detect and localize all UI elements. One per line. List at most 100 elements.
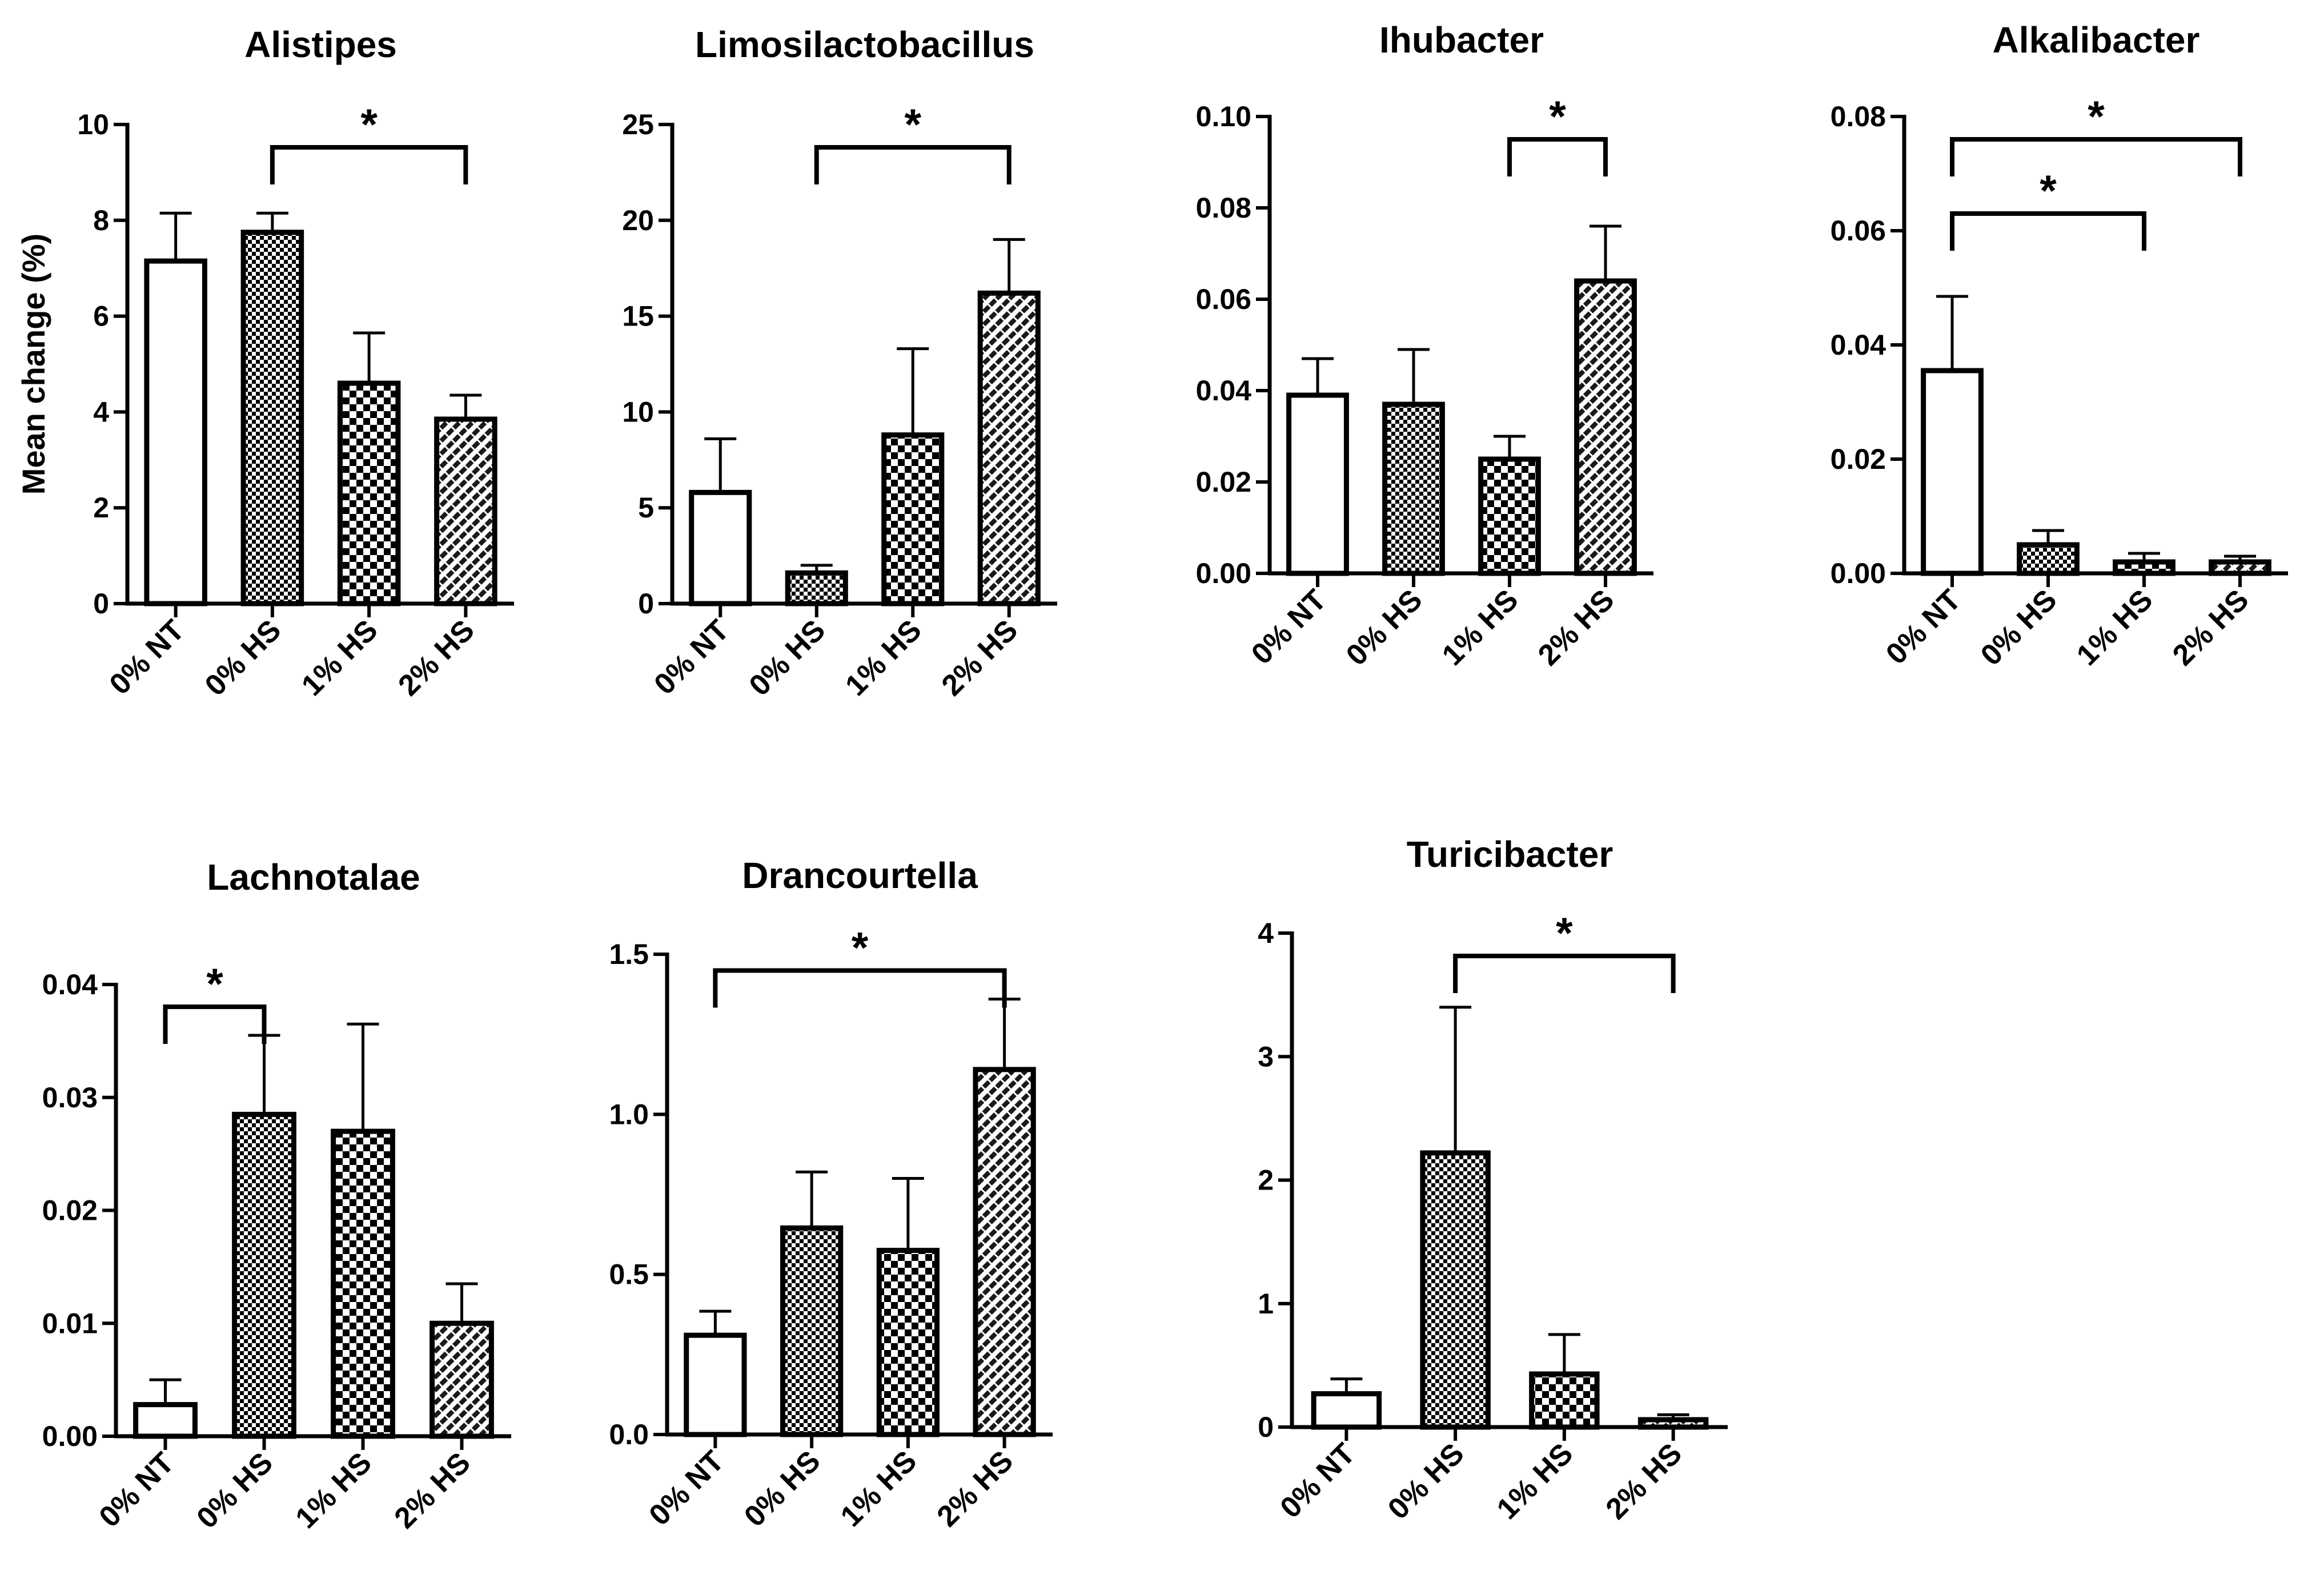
- y-tick-label: 0.08: [1196, 192, 1251, 224]
- chart-panel: Alistipes Mean change (%) 0 2 4 6 8 10 0% NT 0% H…: [15, 24, 514, 702]
- chart-panel: Lachnotalae 0.00 0.01 0.02 0.03 0.04 0% NT 0% H…: [42, 857, 511, 1535]
- y-tick-label: 0.06: [1831, 215, 1886, 247]
- chart-panel: Drancourtella 0.0 0.5 1.0 1.5 0% NT 0% HS 1% HS…: [609, 855, 1053, 1533]
- y-axis-label: Mean change (%): [15, 234, 51, 495]
- y-tick-label: 0.08: [1831, 101, 1886, 132]
- chart-panel: Alkalibacter 0.00 0.02 0.04 0.06 0.08 0% NT 0% …: [1831, 19, 2288, 672]
- y-tick-label: 5: [638, 492, 654, 524]
- bar: [337, 380, 401, 606]
- y-tick-label: 0.04: [1196, 375, 1252, 407]
- y-tick-label: 0.03: [42, 1082, 98, 1114]
- chart-title: Limosilactobacillus: [695, 24, 1034, 65]
- category-label: 0% NT: [643, 1444, 730, 1532]
- y-tick-label: 2: [1258, 1164, 1274, 1196]
- category-label: 1% HS: [1436, 583, 1524, 672]
- category-label: 2% HS: [931, 1444, 1019, 1533]
- chart-title: Drancourtella: [742, 855, 978, 896]
- category-label: 0% HS: [1340, 583, 1428, 672]
- y-tick-label: 0.04: [1831, 329, 1887, 361]
- significance-bracket: [1453, 954, 1676, 993]
- bar: [1921, 368, 1984, 576]
- bar: [1478, 456, 1541, 576]
- category-label: 0% NT: [1274, 1437, 1362, 1525]
- chart-title: Turicibacter: [1407, 834, 1613, 875]
- category-label: 0% HS: [738, 1444, 826, 1533]
- y-tick-label: 0: [93, 588, 109, 620]
- y-tick-label: 0: [1258, 1411, 1274, 1443]
- bar: [1382, 401, 1445, 576]
- bar: [973, 1067, 1036, 1437]
- significance-star: *: [852, 923, 869, 972]
- bar: [1286, 392, 1349, 576]
- y-tick-label: 4: [1258, 917, 1274, 949]
- y-tick-label: 0.5: [609, 1259, 649, 1291]
- bar: [881, 432, 945, 606]
- y-tick-label: 0.00: [1196, 557, 1251, 589]
- significance-bracket: [270, 145, 468, 184]
- category-label: 2% HS: [1532, 583, 1620, 672]
- bar: [2113, 559, 2176, 576]
- significance-bracket: [1950, 137, 2242, 176]
- bar: [2017, 542, 2080, 576]
- significance-star: *: [206, 960, 223, 1009]
- category-label: 2% HS: [1600, 1437, 1688, 1525]
- y-tick-label: 10: [622, 396, 654, 428]
- bar: [232, 1111, 296, 1439]
- chart-panel: Turicibacter 0 1 2 3 4 0% NT 0% HS 1% HS 2% HS *: [1258, 834, 1728, 1526]
- chart-title: Alistipes: [244, 24, 397, 65]
- category-label: 0% HS: [1382, 1437, 1470, 1525]
- y-tick-label: 0.10: [1196, 101, 1251, 132]
- bar: [240, 230, 304, 606]
- y-tick-label: 0.00: [1831, 557, 1886, 589]
- y-tick-label: 0.02: [1831, 443, 1886, 475]
- y-tick-label: 2: [93, 492, 109, 524]
- significance-bracket: [1950, 211, 2146, 251]
- category-label: 0% HS: [199, 613, 287, 702]
- category-label: 0% NT: [648, 613, 736, 701]
- category-label: 1% HS: [2070, 583, 2159, 672]
- category-label: 0% HS: [743, 613, 832, 702]
- chart-title: Lachnotalae: [207, 857, 420, 898]
- category-label: 1% HS: [1491, 1437, 1579, 1525]
- y-tick-label: 8: [93, 204, 109, 236]
- y-tick-label: 0.04: [42, 969, 98, 1001]
- bar: [133, 1402, 198, 1439]
- bar: [785, 570, 848, 606]
- category-label: 0% NT: [1880, 583, 1968, 671]
- significance-star: *: [904, 101, 921, 149]
- y-tick-label: 1: [1258, 1288, 1274, 1320]
- significance-star: *: [2040, 167, 2057, 215]
- y-tick-label: 20: [622, 204, 654, 236]
- category-label: 1% HS: [834, 1444, 923, 1533]
- chart-panel: Limosilactobacillus 0 5 10 15 20 25 0% NT 0% HS 1…: [622, 24, 1057, 702]
- category-label: 0% HS: [191, 1446, 279, 1534]
- significance-star: *: [360, 101, 378, 149]
- y-tick-label: 0.00: [42, 1420, 98, 1452]
- y-tick-label: 0.06: [1196, 283, 1251, 315]
- y-tick-label: 0.02: [1196, 466, 1251, 498]
- bar: [2209, 559, 2271, 576]
- significance-star: *: [2088, 93, 2105, 141]
- category-label: 2% HS: [388, 1446, 477, 1534]
- y-tick-label: 3: [1258, 1040, 1274, 1072]
- category-label: 1% HS: [839, 613, 928, 702]
- chart-title: Ihubacter: [1379, 19, 1544, 61]
- bar: [1311, 1391, 1382, 1430]
- bar: [689, 489, 752, 606]
- bar: [1529, 1371, 1600, 1430]
- significance-bracket: [814, 145, 1012, 184]
- bar: [876, 1248, 940, 1437]
- bar: [1574, 278, 1637, 576]
- y-tick-label: 0: [638, 588, 654, 620]
- bar: [430, 1320, 494, 1439]
- chart-panel: Ihubacter 0.00 0.02 0.04 0.06 0.08 0.10 0% NT 0%…: [1196, 19, 1653, 672]
- category-label: 0% NT: [103, 613, 191, 701]
- category-label: 2% HS: [2166, 583, 2255, 672]
- category-label: 2% HS: [936, 613, 1024, 702]
- y-tick-label: 10: [77, 109, 109, 140]
- category-label: 1% HS: [290, 1446, 378, 1534]
- bar: [331, 1128, 395, 1439]
- bar: [780, 1225, 844, 1437]
- significance-bracket: [163, 1004, 267, 1044]
